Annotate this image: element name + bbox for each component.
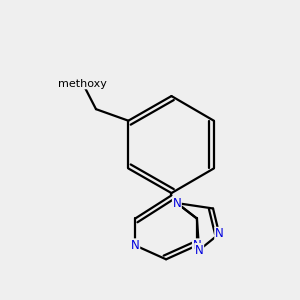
Text: N: N	[193, 239, 201, 252]
Text: N: N	[131, 239, 140, 252]
Text: N: N	[172, 196, 181, 210]
Text: N: N	[215, 227, 224, 240]
Text: methoxy: methoxy	[58, 79, 107, 89]
Text: N: N	[195, 244, 204, 256]
